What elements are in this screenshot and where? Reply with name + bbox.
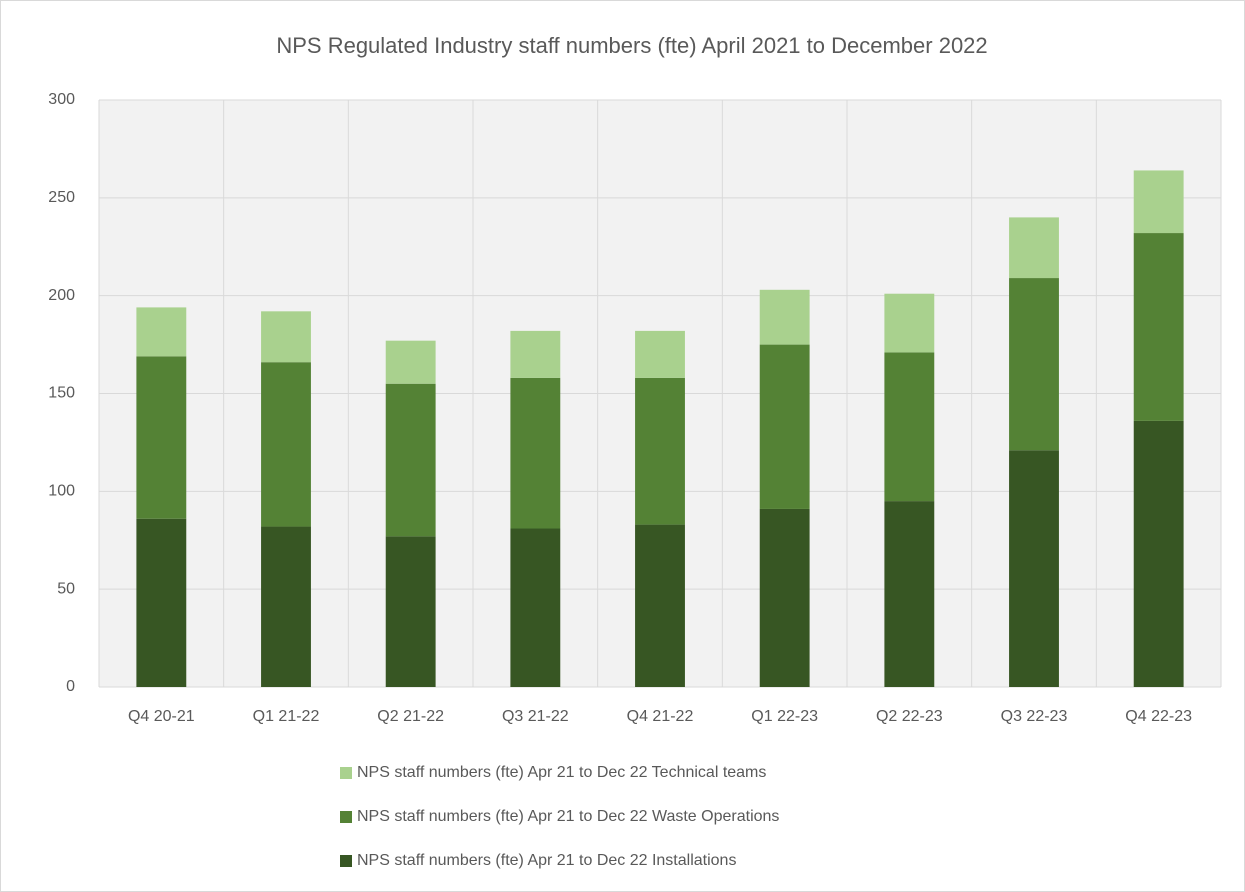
bar-segment — [759, 344, 810, 509]
x-tick-label: Q1 22-23 — [751, 708, 818, 725]
bar-segment — [759, 508, 810, 687]
bar-segment — [136, 518, 187, 687]
bar-segment — [635, 330, 685, 378]
bar-segment — [510, 330, 561, 378]
x-tick-label: Q1 21-22 — [253, 708, 320, 725]
x-tick-label: Q4 20-21 — [128, 708, 195, 725]
bar-segment — [385, 340, 436, 384]
y-tick-label: 250 — [48, 189, 75, 206]
y-tick-label: 200 — [48, 287, 75, 304]
bar-segment — [1133, 420, 1184, 687]
legend-label: NPS staff numbers (fte) Apr 21 to Dec 22… — [357, 808, 779, 825]
bar-segment — [884, 293, 935, 353]
bar-segment — [884, 501, 935, 687]
bar-segment — [1133, 170, 1184, 234]
bar-segment — [1009, 217, 1059, 279]
bar-segment — [635, 377, 685, 525]
x-tick-label: Q3 22-23 — [1001, 708, 1068, 725]
y-tick-label: 100 — [48, 483, 75, 500]
legend-label: NPS staff numbers (fte) Apr 21 to Dec 22… — [357, 764, 766, 781]
bar-segment — [261, 362, 311, 527]
bar-segment — [385, 536, 436, 687]
y-tick-label: 300 — [48, 91, 75, 108]
bar-segment — [385, 383, 436, 537]
bar-segment — [136, 307, 187, 357]
legend-swatch — [340, 855, 352, 867]
bar-segment — [1009, 450, 1059, 687]
bar-segment — [635, 524, 685, 687]
y-tick-label: 0 — [66, 678, 75, 695]
bar-segment — [261, 311, 311, 363]
legend-swatch — [340, 767, 352, 779]
bar-segment — [136, 356, 187, 519]
y-tick-label: 150 — [48, 385, 75, 402]
bar-segment — [1009, 278, 1059, 451]
bar-segment — [510, 528, 561, 687]
legend-swatch — [340, 811, 352, 823]
bar-segment — [884, 352, 935, 502]
bar-segment — [261, 526, 311, 687]
x-tick-label: Q2 21-22 — [377, 708, 444, 725]
x-tick-label: Q4 21-22 — [627, 708, 694, 725]
y-tick-label: 50 — [57, 580, 75, 597]
x-tick-label: Q2 22-23 — [876, 708, 943, 725]
bar-segment — [1133, 233, 1184, 421]
x-tick-label: Q3 21-22 — [502, 708, 569, 725]
x-tick-label: Q4 22-23 — [1125, 708, 1192, 725]
bar-segment — [510, 377, 561, 529]
legend-label: NPS staff numbers (fte) Apr 21 to Dec 22… — [357, 852, 736, 869]
bar-segment — [759, 289, 810, 345]
chart-title: NPS Regulated Industry staff numbers (ft… — [276, 33, 987, 58]
